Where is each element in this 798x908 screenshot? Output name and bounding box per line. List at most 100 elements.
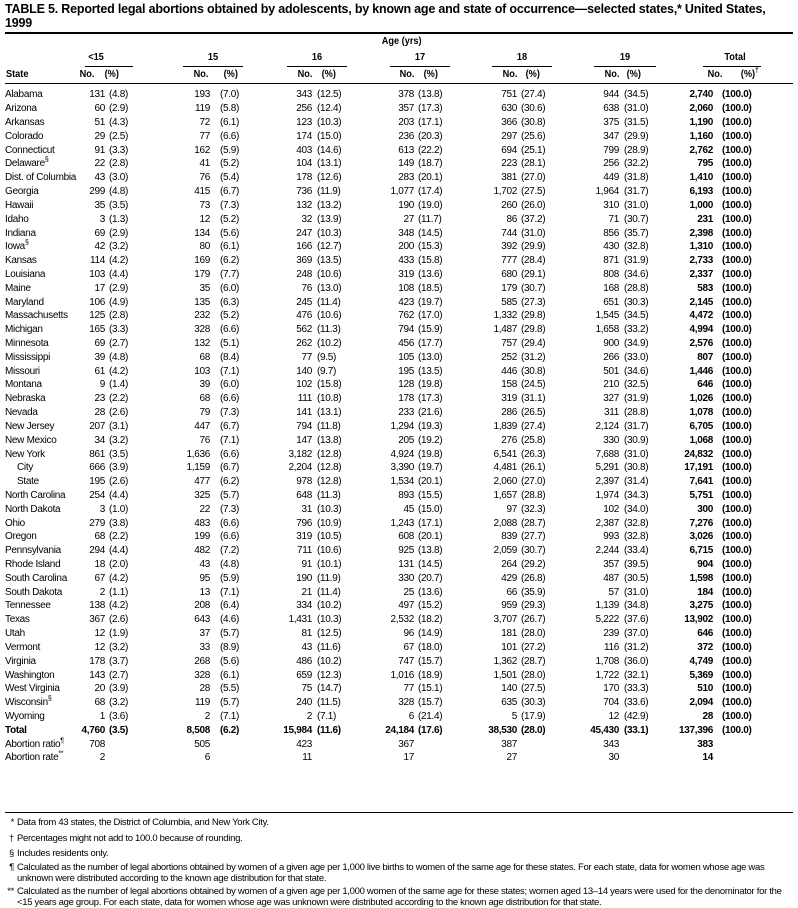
count-cell: 900 xyxy=(603,338,619,350)
state-cell: State xyxy=(5,475,80,489)
percent-cell: (27.7) xyxy=(521,531,546,543)
state-name: North Carolina xyxy=(5,489,66,501)
count-cell: 60 xyxy=(94,103,105,115)
percent-cell: (17.4) xyxy=(418,186,443,198)
table-row: Ohio 279 (3.8) 483 (6.6) 796 (10.9) 1,243 (17.1)… xyxy=(5,516,765,530)
state-cell: Michigan xyxy=(5,323,80,337)
footnote: ** Calculated as the number of legal abor… xyxy=(5,886,795,908)
percent-cell: (100.0) xyxy=(722,448,752,460)
percent-cell: (1.0) xyxy=(109,503,129,515)
count-cell: 162 xyxy=(194,144,210,156)
percent-cell: (10.2) xyxy=(317,655,342,667)
count-cell: 1,658 xyxy=(595,324,619,336)
count-cell: 367 xyxy=(398,738,414,750)
percent-cell: (13.9) xyxy=(317,213,342,225)
percent-cell: (28.4) xyxy=(521,255,546,267)
percent-cell: (34.8) xyxy=(624,600,649,612)
table-row: Iowa§ 42 (3.2) 80 (6.1) 166 (12.7) 200 (15.3) 392… xyxy=(5,240,765,254)
state-name: Vermont xyxy=(5,641,41,653)
state-name: Idaho xyxy=(5,213,29,225)
count-cell: 143 xyxy=(89,669,105,681)
percent-cell: (20.1) xyxy=(418,476,443,488)
percent-cell: (14.6) xyxy=(317,144,342,156)
count-cell: 334 xyxy=(296,600,312,612)
count-cell: 2,124 xyxy=(595,420,619,432)
percent-cell: (28.7) xyxy=(521,517,546,529)
count-cell: 35 xyxy=(199,282,210,294)
count-cell: 1,545 xyxy=(595,310,619,322)
count-cell: 456 xyxy=(398,338,414,350)
count-cell: 646 xyxy=(697,628,713,640)
percent-cell: (26.3) xyxy=(521,448,546,460)
count-cell: 132 xyxy=(194,338,210,350)
percent-cell: (19.7) xyxy=(418,462,443,474)
count-cell: 68 xyxy=(199,351,210,363)
count-cell: 96 xyxy=(403,628,414,640)
percent-cell: (4.8) xyxy=(109,89,129,101)
footnote-mark: § xyxy=(24,240,29,248)
percent-cell xyxy=(713,751,765,765)
state-cell: New Jersey xyxy=(5,420,80,434)
state-name: Minnesota xyxy=(5,338,49,350)
data-table: Alabama 131 (4.8) 193 (7.0) 343 (12.5) 378 (13.8… xyxy=(5,88,765,765)
percent-cell: (100.0) xyxy=(722,213,752,225)
count-cell: 319 xyxy=(501,393,517,405)
table-row: Mississippi 39 (4.8) 68 (8.4) 77 (9.5) 105 (13.0… xyxy=(5,350,765,364)
count-cell: 43 xyxy=(199,559,210,571)
percent-cell: (13.1) xyxy=(317,407,342,419)
percent-cell: (28.0) xyxy=(521,628,546,640)
state-name: Indiana xyxy=(5,227,36,239)
percent-cell: (4.6) xyxy=(220,614,240,626)
percent-cell: (13.6) xyxy=(418,268,443,280)
count-cell: 1,410 xyxy=(689,172,713,184)
percent-cell: (100.0) xyxy=(722,697,752,709)
count-cell: 22 xyxy=(94,158,105,170)
age-group-header: 18 xyxy=(516,52,528,63)
state-name: Connecticut xyxy=(5,144,55,156)
count-cell: 169 xyxy=(194,255,210,267)
percent-cell: (4.8) xyxy=(109,351,129,363)
count-cell: 254 xyxy=(89,489,105,501)
count-cell: 4,472 xyxy=(689,310,713,322)
percent-cell: (11.3) xyxy=(317,324,341,336)
count-cell: 208 xyxy=(194,600,210,612)
table-row: Maine 17 (2.9) 35 (6.0) 76 (13.0) 108 (18.5) 179 (… xyxy=(5,281,765,295)
percent-cell: (31.2) xyxy=(521,351,546,363)
table-row: Delaware§ 22 (2.8) 41 (5.2) 104 (13.1) 149 (18.7… xyxy=(5,157,765,171)
percent-cell: (1.9) xyxy=(109,628,129,640)
count-cell: 91 xyxy=(301,559,312,571)
percent-cell: (24.5) xyxy=(521,379,546,391)
percent-cell: (3.1) xyxy=(109,420,129,432)
count-cell: 6,715 xyxy=(689,545,713,557)
count-cell: 12 xyxy=(199,213,210,225)
count-cell: 297 xyxy=(501,130,517,142)
count-cell: 648 xyxy=(296,489,312,501)
percent-cell: (100.0) xyxy=(722,572,752,584)
table-row: Arkansas 51 (4.3) 72 (6.1) 123 (10.3) 203 (17.1)… xyxy=(5,116,765,130)
state-name: Wyoming xyxy=(5,710,45,722)
count-cell: 795 xyxy=(697,158,713,170)
percent-cell: (6.4) xyxy=(220,600,240,612)
pct-label: (%) xyxy=(104,69,119,80)
percent-cell: (4.4) xyxy=(109,268,129,280)
percent-cell: (31.1) xyxy=(521,393,546,405)
pct-column-header: (%) xyxy=(526,69,540,80)
percent-cell: (100.0) xyxy=(722,393,752,405)
percent-cell: (13.0) xyxy=(317,282,342,294)
percent-cell: (100.0) xyxy=(722,310,752,322)
percent-cell: (6.2) xyxy=(220,476,240,488)
state-cell: Hawaii xyxy=(5,199,80,213)
age-group-header: 19 xyxy=(619,52,631,63)
no-column-header: No. xyxy=(193,69,209,80)
count-cell: 24,184 xyxy=(385,724,414,736)
percent-cell: (5.6) xyxy=(220,227,240,239)
pct-column-header: (%) xyxy=(627,69,641,80)
percent-cell: (10.5) xyxy=(317,531,342,543)
table-row: Abortion ratio¶ 708 505 423 367 387 343 383 xyxy=(5,737,765,751)
state-name: Nevada xyxy=(5,407,38,419)
percent-cell: (2.0) xyxy=(109,559,129,571)
footnote: * Data from 43 states, the District of Co… xyxy=(5,817,795,828)
percent-cell: (100.0) xyxy=(722,186,752,198)
percent-cell: (15.7) xyxy=(418,655,443,667)
percent-cell: (25.6) xyxy=(521,130,546,142)
